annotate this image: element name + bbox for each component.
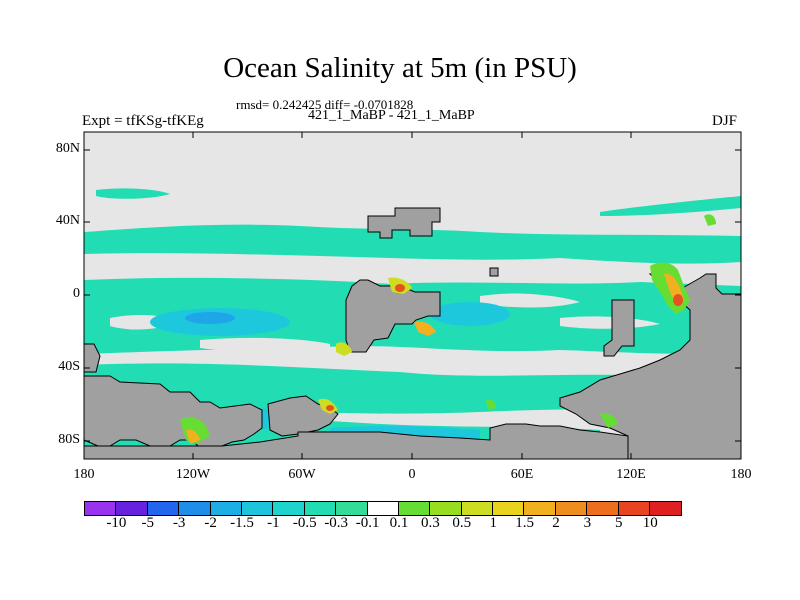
north-atlantic-patch	[600, 196, 741, 216]
colorbar-label: 2	[552, 515, 560, 531]
colorbar-swatch	[210, 502, 242, 515]
colorbar-swatch	[85, 502, 117, 515]
lon-tick-label: 120W	[175, 467, 211, 482]
colorbar-swatch	[147, 502, 180, 515]
colorbar-swatch	[273, 502, 305, 515]
lon-tick-label: 0	[408, 467, 416, 482]
colorbar-swatch	[241, 502, 274, 515]
lon-tick-label: 180	[73, 467, 95, 482]
colorbar-swatch	[430, 502, 462, 515]
land-mask	[83, 207, 742, 460]
experiment-label: Expt = tfKSg-tfKEg	[82, 113, 204, 129]
colorbar-swatch	[179, 502, 211, 515]
colorbar-label: -2	[204, 515, 217, 531]
colorbar-label: 1.5	[515, 515, 534, 531]
colorbar-label: -0.1	[355, 515, 380, 531]
colorbar-label: 0.5	[452, 515, 472, 531]
colorbar-swatch	[116, 502, 148, 515]
axis-ticks	[84, 132, 741, 459]
mediterranean-land	[367, 207, 441, 239]
africa-land	[345, 279, 441, 353]
sumatra-land	[603, 299, 635, 357]
colorbar-label: 10	[642, 515, 658, 531]
colorbar-label: -0.3	[324, 515, 349, 531]
mid-latitude-band	[84, 224, 741, 264]
colorbar-label: 5	[615, 515, 623, 531]
antarctica-west-land	[83, 375, 263, 447]
australia-antarctica-land	[559, 273, 742, 460]
colorbar-swatch	[618, 502, 651, 515]
colorbar-swatch	[650, 502, 682, 515]
colorbar-label: 0.1	[389, 515, 409, 531]
lat-tick-label: 80N	[55, 141, 80, 156]
lon-tick-label: 60E	[510, 467, 534, 482]
lon-tick-label: 180	[730, 467, 752, 482]
north-pacific-patch	[96, 188, 170, 199]
lon-tick-label: 60W	[288, 467, 316, 482]
colorbar-swatch	[493, 502, 525, 515]
plot-title: Ocean Salinity at 5m (in PSU)	[223, 52, 577, 84]
colorbar-label: -10	[106, 515, 127, 531]
colorbar-swatch	[304, 502, 337, 515]
colorbar-label: -0.5	[292, 515, 317, 531]
colorbar	[84, 501, 683, 516]
colorbar-label: -5	[141, 515, 155, 531]
lon-tick-label: 120E	[616, 467, 646, 482]
lat-tick-label: 40N	[55, 213, 80, 228]
colorbar-label: 1	[489, 515, 497, 531]
rmsd-diff-stats: rmsd= 0.242425 diff= -0.0701828	[236, 97, 414, 112]
positive-salinity-regions	[180, 214, 716, 444]
colorbar-swatch	[336, 502, 368, 515]
colorbar-label: 0.3	[421, 515, 440, 531]
colorbar-label: -3	[172, 515, 186, 531]
colorbar-swatch	[398, 502, 431, 515]
colorbar-swatch	[461, 502, 494, 515]
colorbar-swatch	[587, 502, 619, 515]
lat-tick-label: 0	[73, 286, 80, 301]
antarctica-land	[83, 423, 629, 460]
colorbar-swatch	[524, 502, 556, 515]
colorbar-swatch	[555, 502, 588, 515]
colorbar-label: -1.5	[230, 515, 254, 531]
colorbar-label: -1	[267, 515, 280, 531]
lat-tick-label: 80S	[58, 432, 80, 447]
lat-tick-label: 40S	[58, 359, 80, 374]
season-label: DJF	[712, 113, 738, 129]
comparison-label: 421_1_MaBP - 421_1_MaBP	[308, 108, 475, 123]
colorbar-swatch	[367, 502, 399, 515]
colorbar-label: 3	[583, 515, 592, 531]
